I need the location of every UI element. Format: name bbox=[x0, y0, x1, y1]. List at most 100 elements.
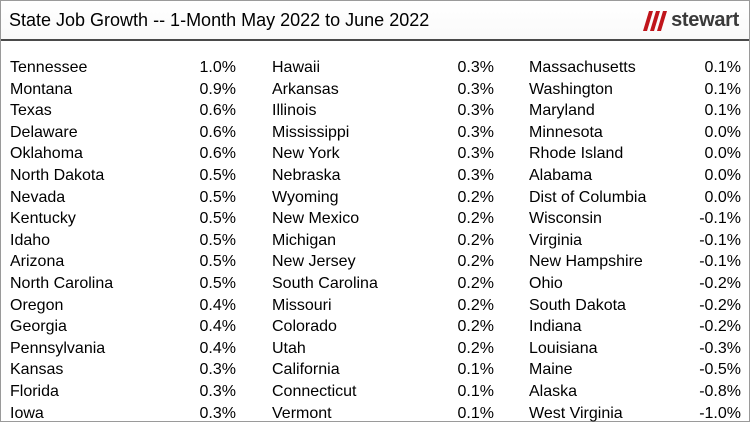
table-row: Indiana -0.2% bbox=[529, 316, 741, 338]
state-name: Indiana bbox=[529, 316, 582, 338]
state-name: Ohio bbox=[529, 273, 563, 295]
state-name: Nebraska bbox=[272, 165, 340, 187]
state-name: Minnesota bbox=[529, 122, 603, 144]
growth-value: 0.1% bbox=[705, 100, 741, 122]
state-name: New Mexico bbox=[272, 208, 359, 230]
state-name: Michigan bbox=[272, 230, 336, 252]
state-name: Kansas bbox=[10, 359, 63, 381]
header: State Job Growth -- 1-Month May 2022 to … bbox=[1, 1, 749, 39]
state-name: Florida bbox=[10, 381, 59, 403]
state-name: South Dakota bbox=[529, 295, 626, 317]
growth-value: 0.5% bbox=[200, 187, 236, 209]
growth-value: 0.6% bbox=[200, 100, 236, 122]
state-name: Maine bbox=[529, 359, 573, 381]
state-name: Kentucky bbox=[10, 208, 76, 230]
state-name: Mississippi bbox=[272, 122, 349, 144]
state-name: Colorado bbox=[272, 316, 337, 338]
growth-value: -0.1% bbox=[699, 251, 741, 273]
growth-value: -0.5% bbox=[699, 359, 741, 381]
logo-text: stewart bbox=[671, 9, 739, 32]
growth-value: 0.3% bbox=[458, 100, 494, 122]
table-row: North Dakota 0.5% bbox=[10, 165, 236, 187]
table-row: South Dakota -0.2% bbox=[529, 295, 741, 317]
state-name: Alabama bbox=[529, 165, 592, 187]
growth-value: 0.5% bbox=[200, 208, 236, 230]
page-title: State Job Growth -- 1-Month May 2022 to … bbox=[9, 10, 429, 30]
growth-value: 0.2% bbox=[458, 208, 494, 230]
state-name: Georgia bbox=[10, 316, 67, 338]
state-name: Louisiana bbox=[529, 338, 598, 360]
table-row: Nebraska 0.3% bbox=[272, 165, 494, 187]
state-name: Iowa bbox=[10, 403, 44, 424]
state-name: Wisconsin bbox=[529, 208, 602, 230]
growth-value: -0.2% bbox=[699, 295, 741, 317]
growth-value: -1.0% bbox=[699, 403, 741, 424]
growth-value: 0.5% bbox=[200, 230, 236, 252]
growth-value: 0.2% bbox=[458, 187, 494, 209]
state-name: Utah bbox=[272, 338, 306, 360]
growth-value: 0.9% bbox=[200, 79, 236, 101]
table-row: Texas 0.6% bbox=[10, 100, 236, 122]
state-name: Dist of Columbia bbox=[529, 187, 646, 209]
state-name: West Virginia bbox=[529, 403, 623, 424]
state-name: Tennessee bbox=[10, 57, 87, 79]
state-name: Connecticut bbox=[272, 381, 357, 403]
growth-value: 0.5% bbox=[200, 273, 236, 295]
table-row: Montana 0.9% bbox=[10, 79, 236, 101]
state-name: Montana bbox=[10, 79, 72, 101]
table-row: Florida 0.3% bbox=[10, 381, 236, 403]
growth-value: 0.6% bbox=[200, 122, 236, 144]
growth-value: 0.3% bbox=[200, 381, 236, 403]
state-name: Hawaii bbox=[272, 57, 320, 79]
growth-value: 0.4% bbox=[200, 295, 236, 317]
growth-value: 0.5% bbox=[200, 165, 236, 187]
growth-value: -0.2% bbox=[699, 316, 741, 338]
growth-value: 0.3% bbox=[458, 165, 494, 187]
growth-value: 0.5% bbox=[200, 251, 236, 273]
growth-value: -0.1% bbox=[699, 208, 741, 230]
table-row: Alaska-0.8% bbox=[529, 381, 741, 403]
state-name: South Carolina bbox=[272, 273, 378, 295]
table-row: Ohio -0.2% bbox=[529, 273, 741, 295]
state-name: North Dakota bbox=[10, 165, 104, 187]
state-name: Oklahoma bbox=[10, 143, 83, 165]
growth-value: -0.2% bbox=[699, 273, 741, 295]
table-row: Virginia-0.1% bbox=[529, 230, 741, 252]
stewart-logo: stewart bbox=[643, 9, 739, 32]
table-row: Maine -0.5% bbox=[529, 359, 741, 381]
growth-value: 0.1% bbox=[705, 57, 741, 79]
growth-value: 0.1% bbox=[458, 403, 494, 424]
header-divider bbox=[1, 39, 749, 41]
growth-value: 0.6% bbox=[200, 143, 236, 165]
state-name: California bbox=[272, 359, 340, 381]
growth-value: 0.3% bbox=[458, 79, 494, 101]
table-row: New Mexico 0.2% bbox=[272, 208, 494, 230]
table-row: Oklahoma 0.6% bbox=[10, 143, 236, 165]
state-name: Texas bbox=[10, 100, 52, 122]
